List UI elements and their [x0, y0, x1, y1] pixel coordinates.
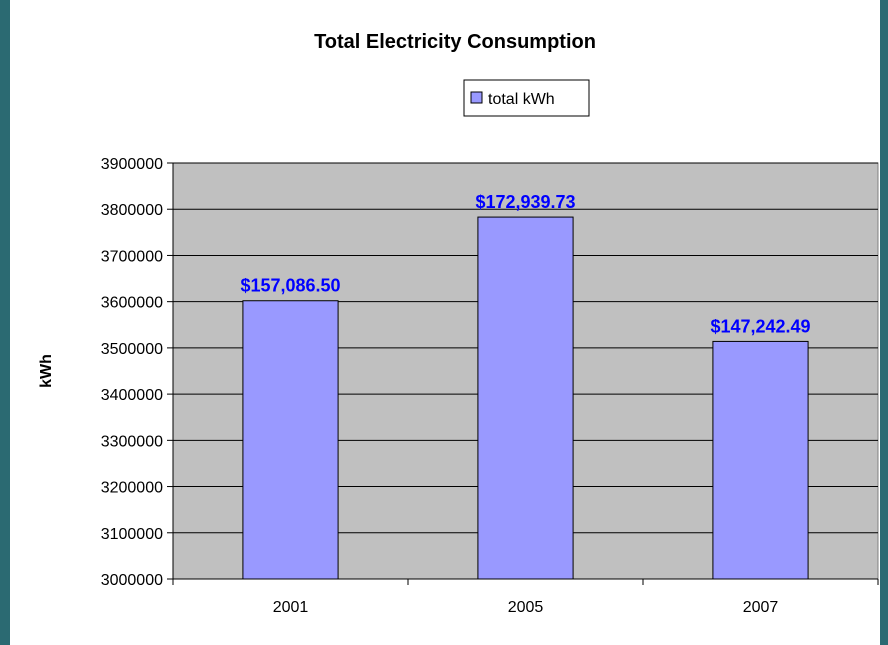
y-axis-label: kWh: [38, 354, 55, 388]
y-tick-label: 3800000: [101, 202, 163, 219]
x-axis-ticks: 2001 2005 2007: [172, 579, 879, 616]
legend-box: [463, 79, 590, 117]
legend-swatch: [470, 91, 483, 104]
y-tick-label: 3300000: [101, 433, 163, 450]
chart-frame: Total Electricity Consumption total kWh …: [10, 0, 880, 645]
bars: [242, 216, 809, 580]
y-tick-label: 3200000: [101, 480, 163, 497]
legend-label: total kWh: [488, 91, 555, 108]
data-label-2001: $157,086.50: [240, 276, 340, 296]
y-tick-label: 3600000: [101, 295, 163, 312]
x-tick-label: 2005: [508, 599, 544, 616]
y-axis-ticks: 3000000 3100000 3200000 3300000 3400000 35000…: [101, 156, 173, 589]
y-tick-label: 3000000: [101, 572, 163, 589]
chart-title: Total Electricity Consumption: [314, 31, 596, 53]
bar-chart: Total Electricity Consumption total kWh …: [38, 31, 879, 616]
data-labels: $157,086.50 $172,939.73 $147,242.49: [240, 192, 810, 336]
legend: total kWh: [463, 79, 590, 117]
data-label-2005: $172,939.73: [475, 192, 575, 212]
data-label-2007: $147,242.49: [710, 316, 810, 336]
bar-2001: [242, 300, 339, 580]
y-tick-label: 3900000: [101, 156, 163, 173]
x-tick-label: 2001: [273, 599, 309, 616]
x-tick-label: 2007: [743, 599, 779, 616]
y-tick-label: 3500000: [101, 341, 163, 358]
y-tick-label: 3100000: [101, 526, 163, 543]
bar-2007: [712, 340, 809, 580]
bar-2005: [477, 216, 574, 580]
y-tick-label: 3400000: [101, 387, 163, 404]
y-tick-label: 3700000: [101, 248, 163, 265]
